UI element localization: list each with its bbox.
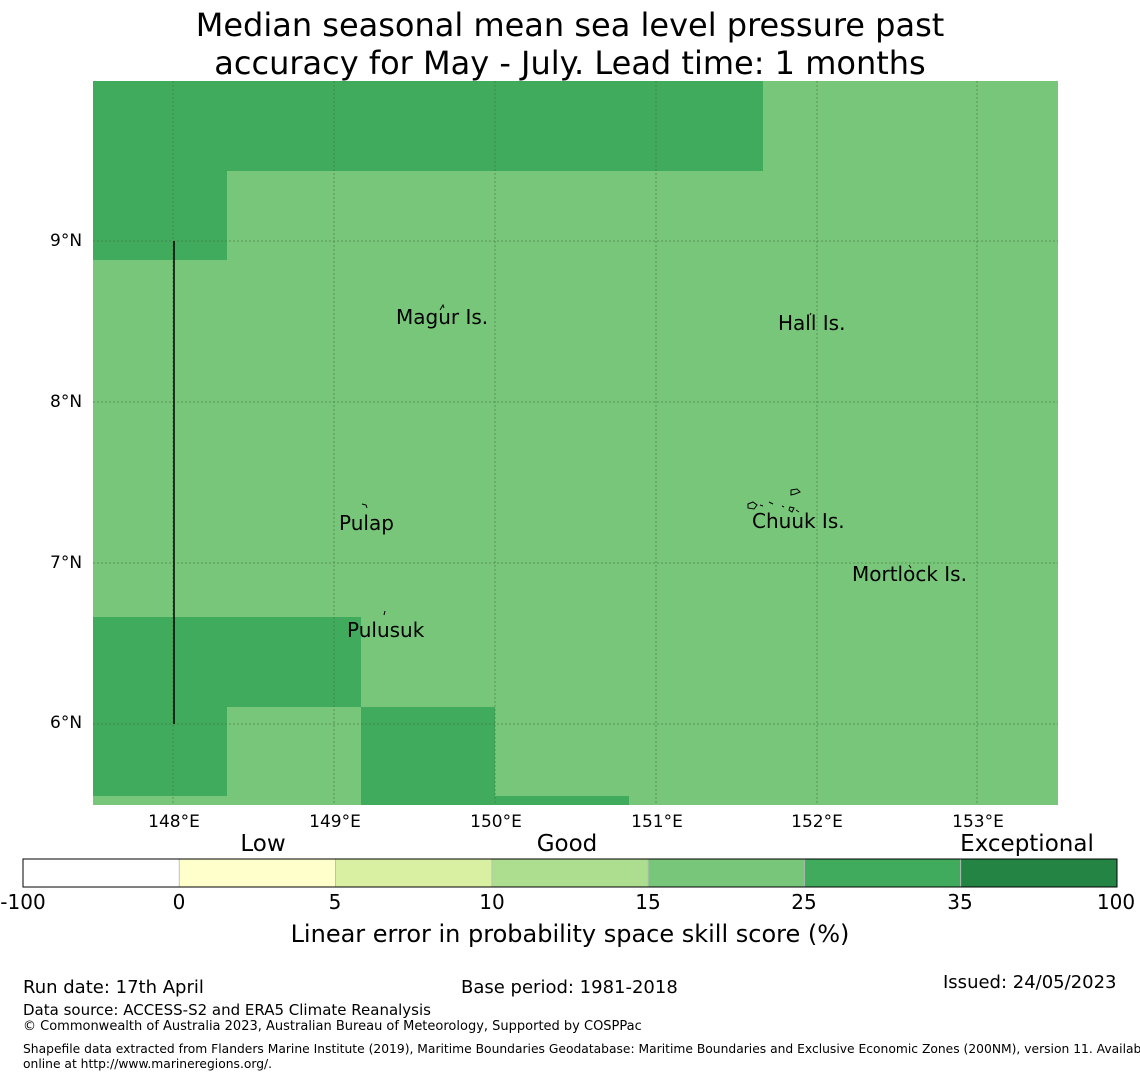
skill-cell: [361, 707, 495, 805]
colorbar-tick: 35: [947, 890, 973, 914]
colorbar-tick: 5: [328, 890, 342, 914]
mortlock-island-outline: [908, 564, 912, 569]
chuuk-island-outline: [747, 488, 801, 513]
map-title-line-2: accuracy for May - July. Lead time: 1 mo…: [214, 44, 926, 82]
lon-label-151: 151°E: [631, 812, 683, 832]
lon-label-152: 152°E: [791, 812, 843, 832]
lat-label-6: 6°N: [50, 713, 83, 733]
data-source: Data source: ACCESS-S2 and ERA5 Climate …: [23, 1001, 431, 1019]
place-label-magur: Magur Is.: [396, 305, 489, 329]
place-label-chuuk: Chuuk Is.: [752, 509, 845, 533]
colorbar-tick: 100: [1096, 890, 1136, 914]
skill-cell: [93, 81, 763, 171]
shapefile-credit-line-2: online at http://www.marineregions.org/.: [23, 1057, 273, 1071]
colorbar-frame: [22, 858, 1118, 888]
colorbar-tick: 0: [172, 890, 186, 914]
issued-date: Issued: 24/05/2023: [943, 972, 1117, 993]
shapefile-credit-line-1: Shapefile data extracted from Flanders M…: [23, 1042, 1140, 1056]
colorbar-bin: [960, 858, 1118, 888]
lat-label-8: 8°N: [50, 392, 83, 412]
colorbar-bin: [804, 858, 962, 888]
colorbar-bin: [491, 858, 649, 888]
island-outlines: [361, 303, 912, 616]
run-date: Run date: 17th April: [23, 977, 204, 998]
pulusuk-island-outline: [383, 610, 386, 616]
lon-label-153: 153°E: [952, 812, 1004, 832]
pulap-island-outline: [361, 503, 368, 509]
colorbar-bin: [647, 858, 805, 888]
graticule: [93, 81, 1058, 805]
colorbar-tick: 25: [791, 890, 817, 914]
category-exceptional: Exceptional: [960, 831, 1094, 857]
lon-label-149: 149°E: [309, 812, 361, 832]
skill-cell: [93, 617, 361, 707]
skill-grid-cells: [93, 81, 1058, 805]
category-good: Good: [536, 831, 598, 857]
colorbar-tick: 15: [635, 890, 661, 914]
lat-label-7: 7°N: [50, 553, 83, 573]
place-label-pulusuk: Pulusuk: [347, 618, 425, 642]
magur-island-outline: [439, 303, 445, 311]
place-label-pulap: Pulap: [339, 511, 394, 535]
colorbar-label: Linear error in probability space skill …: [290, 920, 850, 948]
map-title-line-1: Median seasonal mean sea level pressure …: [195, 6, 945, 44]
lon-label-150: 150°E: [470, 812, 522, 832]
copyright: © Commonwealth of Australia 2023, Austra…: [23, 1019, 642, 1034]
skill-cell: [93, 707, 227, 796]
skill-cell: [93, 171, 227, 260]
colorbar-bin: [335, 858, 493, 888]
colorbar-tick: -100: [0, 890, 46, 914]
hall-island-outline: [809, 312, 812, 316]
skill-cell: [495, 796, 629, 805]
lon-label-148: 148°E: [148, 812, 200, 832]
category-low: Low: [240, 831, 286, 857]
base-period: Base period: 1981-2018: [461, 977, 678, 998]
colorbar-tick: 10: [479, 890, 505, 914]
place-label-hall: Hall Is.: [778, 311, 846, 335]
place-label-mortlock: Mortlock Is.: [852, 562, 967, 586]
colorbar-bin: [178, 858, 336, 888]
colorbar: [22, 858, 1118, 888]
colorbar-bin: [22, 858, 180, 888]
lat-label-9: 9°N: [50, 231, 83, 251]
